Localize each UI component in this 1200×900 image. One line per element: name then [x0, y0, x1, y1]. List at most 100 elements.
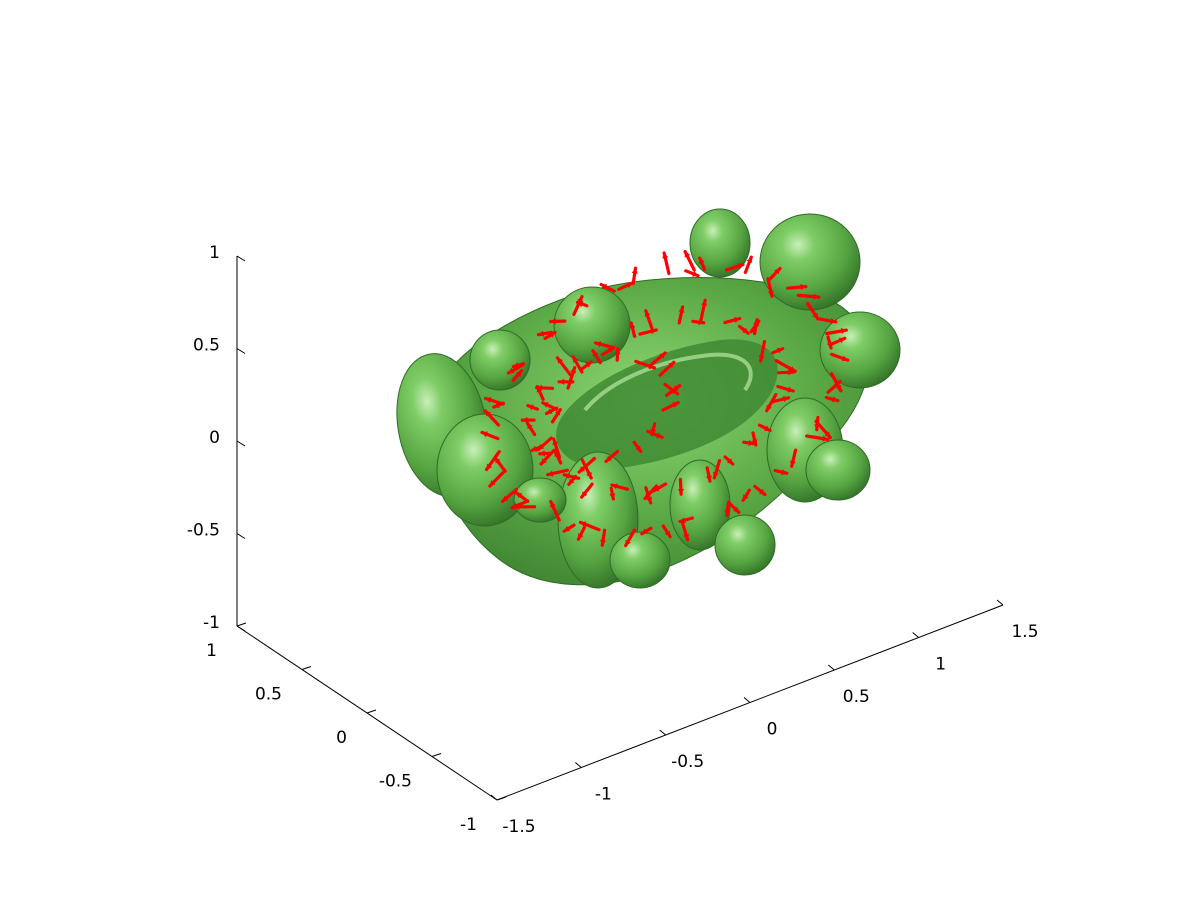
z-tick-mark — [236, 440, 246, 447]
z-tick-mark — [236, 533, 246, 539]
x-tick-label: 1 — [935, 655, 946, 675]
quiver-arrow — [575, 300, 589, 308]
quiver-arrow — [539, 448, 556, 466]
quiver-arrow — [724, 500, 731, 517]
quiver-arrow — [705, 466, 712, 483]
y-tick-label: -0.5 — [379, 772, 412, 792]
z-ticks: -1 -0.5 0 0.5 1 — [187, 243, 246, 633]
quiver-arrow — [796, 293, 821, 300]
quiver-arrow — [644, 309, 655, 332]
y-tick-mark — [496, 796, 507, 801]
z-tick-label: 0 — [209, 428, 220, 448]
quiver-arrow — [776, 384, 795, 393]
quiver-arrow — [578, 520, 601, 532]
x-tick-label: 0 — [767, 720, 778, 740]
x-tick-label: -1 — [595, 785, 612, 805]
quiver-arrow — [758, 339, 767, 363]
quiver-arrow — [742, 439, 756, 446]
quiver-arrow — [774, 359, 797, 373]
quiver-arrow — [786, 283, 808, 291]
quiver-arrow — [485, 450, 501, 472]
z-tick-mark — [236, 348, 246, 354]
x-tick-mark — [490, 794, 498, 801]
x-ticks: -1.5 -1 -0.5 0 0.5 1 1.5 — [490, 599, 1039, 837]
quiver-arrow — [644, 486, 653, 505]
quiver-arrow — [572, 295, 584, 316]
quiver-arrow — [580, 458, 593, 480]
quiver-arrow — [805, 434, 830, 442]
quiver-arrow — [525, 421, 537, 437]
quiver-arrow — [520, 417, 536, 424]
z-tick-label: 0.5 — [193, 336, 220, 356]
y-ticks: -1 -0.5 0 0.5 1 — [206, 622, 507, 835]
quiver-arrow — [483, 409, 501, 427]
quiver-arrow — [526, 404, 540, 411]
x-tick-mark — [996, 599, 1004, 606]
quiver-arrow — [737, 324, 750, 335]
quiver-arrow — [724, 263, 745, 272]
quiver-arrow — [658, 360, 676, 377]
quiver-arrow — [514, 491, 530, 503]
isosurface — [396, 208, 901, 589]
quiver-arrow — [488, 469, 507, 488]
quiver-arrow — [536, 330, 554, 337]
quiver-arrow — [829, 352, 850, 362]
quiver-arrow — [511, 369, 524, 382]
quiver-arrow — [480, 430, 500, 441]
quiver-arrow — [683, 249, 696, 272]
quiver-arrow — [552, 437, 562, 459]
y-tick-mark — [366, 709, 377, 714]
isosurface-lobe — [805, 439, 871, 501]
quiver-arrow — [500, 488, 518, 504]
quiver-arrow — [677, 477, 684, 496]
quiver-arrow — [661, 401, 680, 412]
quiver-arrow — [614, 347, 621, 362]
quiver-arrow — [562, 523, 576, 533]
quiver-arrow — [529, 445, 544, 453]
quiver-arrow — [771, 396, 791, 404]
z-tick-mark — [236, 625, 246, 632]
quiver-arrow — [752, 318, 760, 336]
quiver-arrow — [493, 456, 507, 473]
quiver-arrow — [646, 429, 664, 439]
quiver-arrow — [825, 327, 849, 336]
quiver-arrow — [805, 302, 820, 321]
quiver-arrow — [549, 500, 561, 522]
quiver-arrow — [766, 277, 774, 298]
y-tick-label: 0.5 — [255, 685, 282, 705]
y-tick-mark — [301, 666, 312, 670]
quiver-arrow — [698, 256, 707, 271]
z-tick-mark — [236, 255, 246, 262]
x-tick-mark — [828, 664, 835, 671]
quiver-arrow — [726, 500, 741, 515]
quiver-arrow — [699, 298, 708, 323]
quiver-arrow — [647, 351, 667, 368]
quiver-arrow — [580, 482, 594, 499]
isosurface-lobe — [469, 329, 531, 391]
quiver-arrow — [577, 456, 597, 474]
y-tick-label: 1 — [206, 641, 217, 661]
quiver-arrow — [661, 524, 672, 539]
isosurface-lobe — [513, 477, 567, 523]
y-tick-mark — [236, 622, 247, 627]
quiver-arrow — [765, 392, 778, 413]
quiver-arrow — [818, 317, 838, 324]
y-tick-mark — [431, 753, 442, 757]
quiver-arrow — [751, 431, 758, 447]
isosurface-hole — [556, 339, 778, 469]
x-tick-label: -1.5 — [502, 817, 535, 837]
quiver-arrow — [741, 488, 752, 502]
quiver-arrow — [600, 346, 616, 357]
quiver-arrow — [677, 305, 685, 325]
quiver-arrow — [767, 266, 782, 281]
quiver-arrow — [506, 363, 525, 375]
quiver-arrow — [538, 450, 552, 457]
quiver-arrow — [483, 396, 505, 406]
quiver-arrow — [617, 281, 634, 291]
isosurface-hole-rim — [583, 352, 753, 412]
quiver-arrow — [814, 419, 833, 439]
quiver-arrow — [743, 255, 753, 274]
quiver-arrow — [776, 369, 795, 376]
quiver-arrow — [610, 483, 630, 491]
quiver-arrow — [629, 321, 637, 338]
